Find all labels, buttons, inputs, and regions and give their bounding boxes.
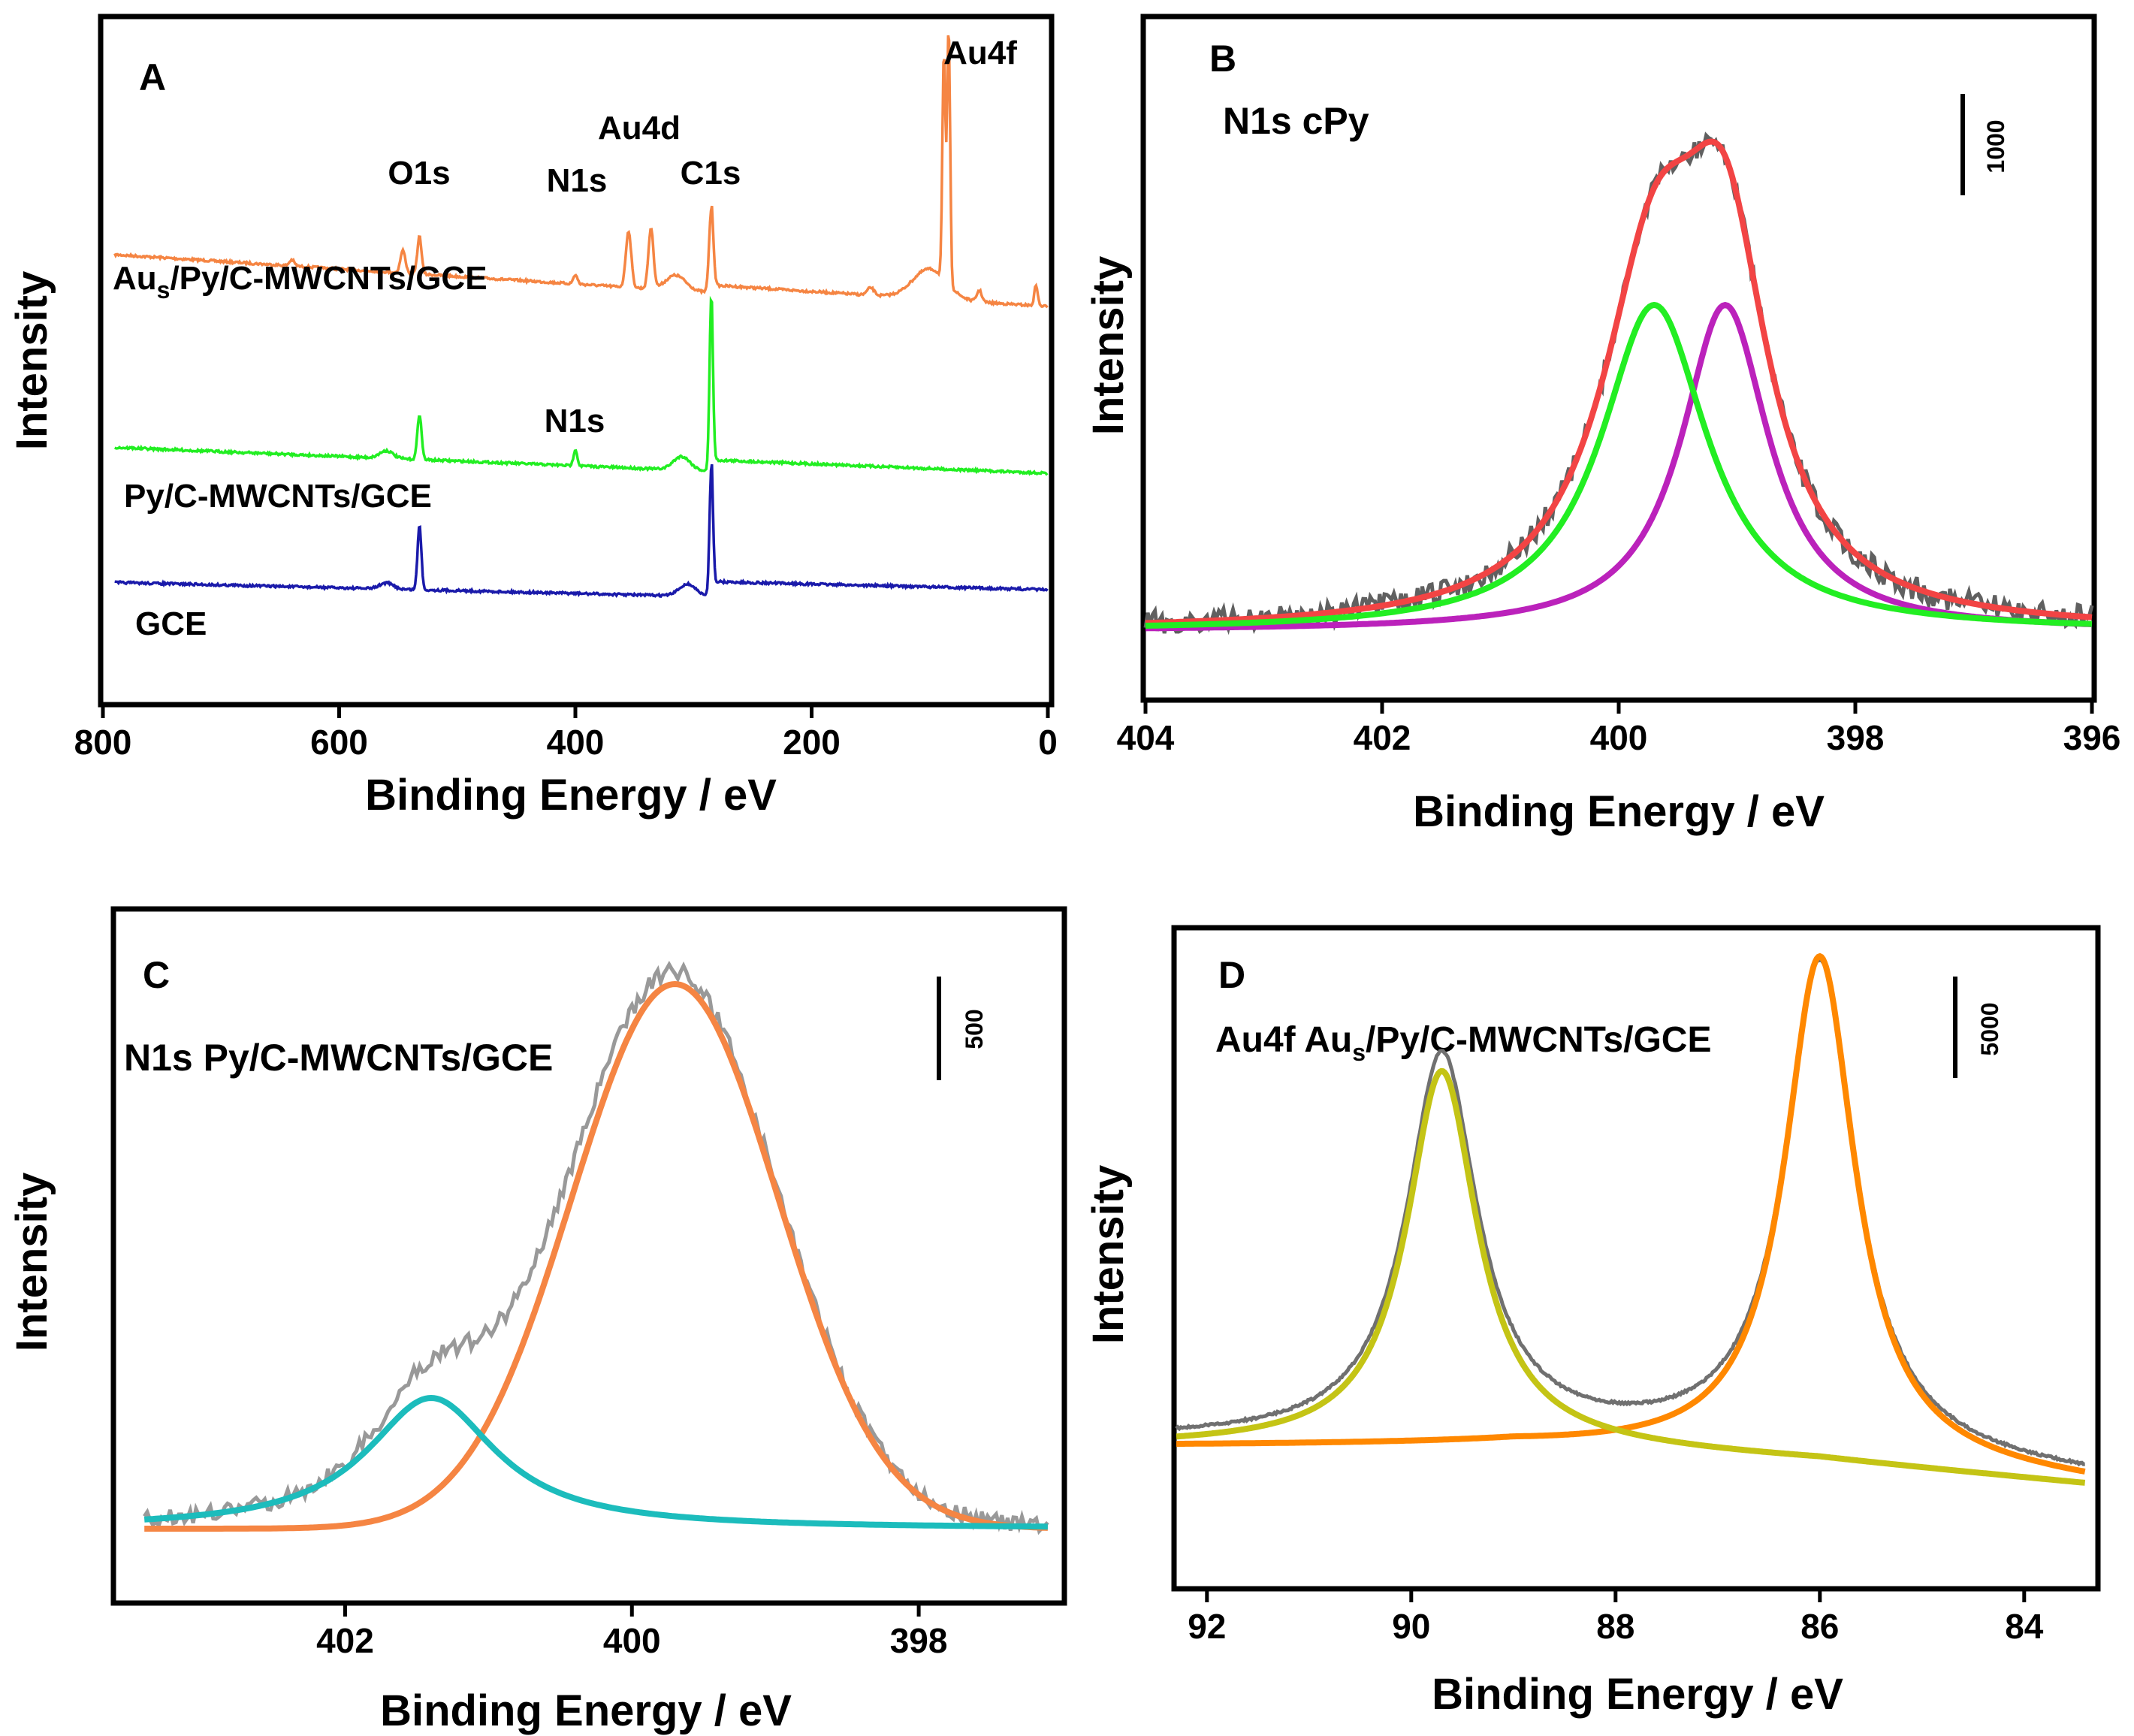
panel-b-title: N1s cPy <box>1223 100 1369 142</box>
panel-a-letter: A <box>139 56 166 98</box>
peak-label-au4d: Au4d <box>598 110 681 146</box>
panel-b-tick-label-396: 396 <box>2063 718 2121 757</box>
panel-d-curves <box>1175 953 2086 1486</box>
panel-c-component-2-line <box>143 1394 1048 1530</box>
panel-b-tick-label-400: 400 <box>1590 718 1648 757</box>
panel-a: A 800 600 400 200 0 Binding Energy / eV Inte… <box>8 14 1058 820</box>
panel-a-tick-label-400: 400 <box>547 723 605 762</box>
panel-d-x-ticks: 92 90 88 86 84 <box>1188 1589 2044 1646</box>
panel-b-x-title: Binding Energy / eV <box>1413 787 1825 836</box>
panel-a-series-2-line <box>114 463 1049 599</box>
panel-b-component-2-line <box>1145 301 2093 632</box>
panel-c-raw-line <box>143 960 1049 1535</box>
panel-c-x-ticks: 402 400 398 <box>316 1603 947 1660</box>
panel-d-scale-label: 5000 <box>1976 1002 2003 1055</box>
panel-c-curves <box>143 960 1049 1535</box>
panel-d-x-title: Binding Energy / eV <box>1432 1670 1843 1719</box>
panel-d-letter: D <box>1218 954 1245 996</box>
panel-d-y-title: Intensity <box>1084 1165 1133 1345</box>
panel-b-tick-label-402: 402 <box>1354 718 1411 757</box>
panel-b-letter: B <box>1209 38 1236 80</box>
panel-b-y-title: Intensity <box>1084 256 1133 436</box>
panel-d-tick-label-90: 90 <box>1392 1607 1430 1646</box>
panel-a-series-1-line <box>114 295 1049 476</box>
panel-a-tick-label-0: 0 <box>1038 723 1058 762</box>
panel-d-title: Au4f Aus/Py/C-MWCNTs/GCE <box>1215 1020 1711 1066</box>
panel-c-x-title: Binding Energy / eV <box>380 1686 792 1735</box>
panel-b-tick-label-404: 404 <box>1117 718 1175 757</box>
panel-a-frame <box>98 14 1055 708</box>
panel-c-y-title: Intensity <box>8 1173 56 1352</box>
panel-a-tick-label-600: 600 <box>310 723 368 762</box>
panel-c-tick-label-402: 402 <box>316 1621 374 1660</box>
panel-c-tick-label-398: 398 <box>890 1621 948 1660</box>
panel-c-scale-label: 500 <box>961 1009 988 1049</box>
panel-c-frame <box>110 906 1067 1606</box>
panel-d-au4f52-line <box>1176 1067 2086 1486</box>
panel-a-y-title: Intensity <box>8 271 56 451</box>
panel-d-au4f72-line <box>1176 953 2086 1475</box>
panel-c: C N1s Py/C-MWCNTs/GCE 402 400 398 Binding … <box>8 906 1067 1735</box>
panel-d-frame <box>1171 925 2101 1592</box>
panel-d-tick-label-92: 92 <box>1188 1607 1226 1646</box>
panel-a-x-ticks: 800 600 400 200 0 <box>74 705 1058 762</box>
panel-a-tick-label-200: 200 <box>783 723 841 762</box>
peak-label-o1s: O1s <box>388 155 450 192</box>
panel-b-curves <box>1143 131 2094 636</box>
panel-b-x-ticks: 404 402 400 398 396 <box>1117 700 2121 757</box>
peak-label-au4f: Au4f <box>943 35 1017 71</box>
legend-label-py: Py/C-MWCNTs/GCE <box>124 478 432 515</box>
legend-label-aus-py: Aus/Py/C-MWCNTs/GCE <box>113 260 487 303</box>
panel-c-component-1-line <box>144 980 1049 1532</box>
panel-b-component-1-line <box>1145 301 2093 629</box>
panel-d-raw-line <box>1175 957 2085 1467</box>
panel-a-tick-label-800: 800 <box>74 723 132 762</box>
panel-a-x-title: Binding Energy / eV <box>365 771 777 820</box>
panel-d-tick-label-88: 88 <box>1596 1607 1634 1646</box>
peak-label-n1s-mid: N1s <box>545 403 605 439</box>
panel-c-title: N1s Py/C-MWCNTs/GCE <box>124 1037 553 1079</box>
panel-b: B N1s cPy 404 402 400 398 396 Binding Energy… <box>1084 14 2121 836</box>
legend-label-gce: GCE <box>135 605 207 642</box>
panel-d-tick-label-84: 84 <box>2005 1607 2044 1646</box>
panel-d: D Au4f Aus/Py/C-MWCNTs/GCE 92 90 88 86 84 Bi… <box>1084 925 2101 1719</box>
panel-d-tick-label-86: 86 <box>1800 1607 1839 1646</box>
panel-b-scale-label: 1000 <box>1982 119 2009 173</box>
panel-c-letter: C <box>143 954 170 996</box>
peak-label-n1s-top: N1s <box>547 162 608 199</box>
peak-label-c1s: C1s <box>681 155 741 192</box>
panel-b-envelope-line <box>1145 138 2093 626</box>
panel-c-tick-label-400: 400 <box>603 1621 661 1660</box>
panel-a-curves <box>113 35 1049 599</box>
panel-a-series-0-line <box>113 35 1049 309</box>
panel-b-tick-label-398: 398 <box>1827 718 1885 757</box>
